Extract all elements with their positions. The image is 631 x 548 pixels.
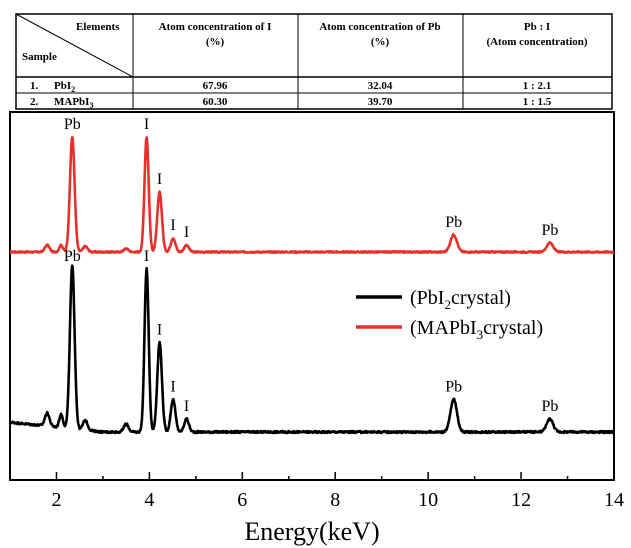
peak-label: I <box>144 248 149 265</box>
x-axis: 2 4 6 8 10 12 14 <box>9 472 624 511</box>
row1-ratio: 1 : 2.1 <box>523 80 551 92</box>
header-pb-line2: (%) <box>371 36 390 48</box>
peak-label: Pb <box>64 116 81 133</box>
legend: (PbI2crystal) (MAPbI3crystal) <box>356 287 543 342</box>
x-axis-title: Energy(keV) <box>244 517 379 546</box>
series-line-mapbi3 <box>9 135 615 254</box>
row1-number: 1. <box>30 80 39 92</box>
plot-frame <box>9 111 615 481</box>
x-tick-label: 10 <box>418 489 438 511</box>
row1-sample: PbI2 <box>54 80 75 94</box>
peak-label: I <box>157 321 162 338</box>
row2-ratio: 1 : 1.5 <box>523 96 552 108</box>
peak-label: I <box>170 378 175 395</box>
peak-label: Pb <box>64 248 81 265</box>
row2-sample: MAPbI3 <box>54 96 93 110</box>
series-line-pbi2 <box>8 264 615 435</box>
series-layer <box>8 135 615 435</box>
peak-label: I <box>184 398 189 415</box>
peak-label: Pb <box>445 214 462 231</box>
header-i-line1: Atom concentration of I <box>159 21 272 33</box>
x-tick-label: 12 <box>511 489 531 511</box>
corner-diagonal <box>15 13 134 78</box>
corner-label-sample: Sample <box>22 51 57 63</box>
row1-pb-value: 32.04 <box>368 80 393 92</box>
row2-number: 2. <box>30 96 39 108</box>
row1-i-value: 67.96 <box>203 80 228 92</box>
peak-label: I <box>170 217 175 234</box>
header-i-line2: (%) <box>206 36 225 48</box>
peak-label: Pb <box>541 222 558 239</box>
peak-label: I <box>144 116 149 133</box>
header-ratio-line2: (Atom concentration) <box>486 36 587 48</box>
peak-label: Pb <box>445 378 462 395</box>
element-table: Elements Sample Atom concentration of I … <box>15 13 613 110</box>
header-ratio-line1: Pb : I <box>524 21 550 33</box>
header-pb-line1: Atom concentration of Pb <box>319 21 440 33</box>
peak-label: I <box>184 224 189 241</box>
x-tick-label: 8 <box>330 489 340 511</box>
x-tick-label: 2 <box>51 489 61 511</box>
row2-i-value: 60.30 <box>203 96 228 108</box>
peak-label: I <box>157 171 162 188</box>
x-tick-label: 6 <box>237 489 247 511</box>
legend-label-mapbi3: (MAPbI3crystal) <box>410 317 543 342</box>
peak-label: Pb <box>541 398 558 415</box>
x-tick-label: 4 <box>144 489 154 511</box>
legend-label-pbi2: (PbI2crystal) <box>410 287 511 312</box>
x-tick-label: 14 <box>604 489 624 511</box>
row2-pb-value: 39.70 <box>368 96 393 108</box>
corner-label-elements: Elements <box>76 21 120 33</box>
